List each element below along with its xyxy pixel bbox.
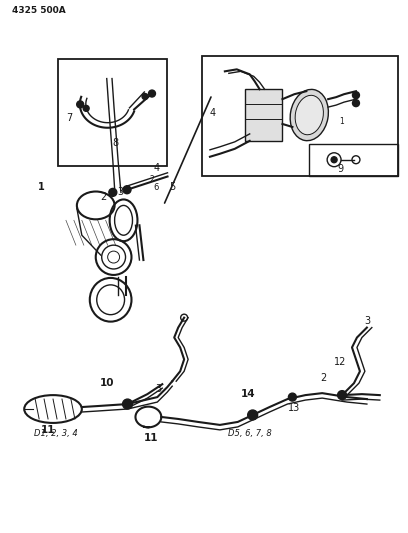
Text: 13: 13 <box>288 403 301 413</box>
Text: 6: 6 <box>153 183 159 192</box>
Circle shape <box>288 393 296 401</box>
Circle shape <box>331 157 337 163</box>
Circle shape <box>353 92 359 99</box>
Text: 1: 1 <box>339 117 344 126</box>
Text: 3: 3 <box>117 187 123 197</box>
Circle shape <box>122 399 133 409</box>
Circle shape <box>83 106 89 111</box>
Text: 2: 2 <box>149 175 154 184</box>
Text: 10: 10 <box>100 378 114 388</box>
Text: 8: 8 <box>113 138 119 148</box>
Bar <box>245 89 282 141</box>
Text: 2: 2 <box>320 373 326 383</box>
Ellipse shape <box>295 95 324 135</box>
Bar <box>58 59 167 166</box>
Text: 11: 11 <box>41 425 55 435</box>
Circle shape <box>142 93 148 100</box>
Text: 7: 7 <box>66 113 72 123</box>
Text: 4325 500A: 4325 500A <box>11 6 65 15</box>
Circle shape <box>337 391 346 400</box>
Text: D1, 2, 3, 4: D1, 2, 3, 4 <box>34 429 78 438</box>
Ellipse shape <box>290 90 328 141</box>
Text: 3: 3 <box>155 384 162 394</box>
Text: 4: 4 <box>210 108 216 118</box>
Bar <box>202 56 398 175</box>
Circle shape <box>77 101 84 108</box>
Text: D5, 6, 7, 8: D5, 6, 7, 8 <box>228 429 272 438</box>
Bar <box>309 144 398 175</box>
Text: 3: 3 <box>364 316 370 326</box>
Circle shape <box>149 90 155 97</box>
Text: 9: 9 <box>337 164 343 174</box>
Text: 5: 5 <box>170 182 176 192</box>
Circle shape <box>353 100 359 107</box>
Circle shape <box>248 410 257 420</box>
Circle shape <box>109 188 117 196</box>
Text: 2: 2 <box>101 192 107 203</box>
Text: 1: 1 <box>38 182 44 192</box>
Text: 4: 4 <box>153 163 160 173</box>
Text: 12: 12 <box>334 357 346 367</box>
Text: 14: 14 <box>241 389 255 399</box>
Circle shape <box>123 186 131 193</box>
Text: 11: 11 <box>144 433 158 443</box>
